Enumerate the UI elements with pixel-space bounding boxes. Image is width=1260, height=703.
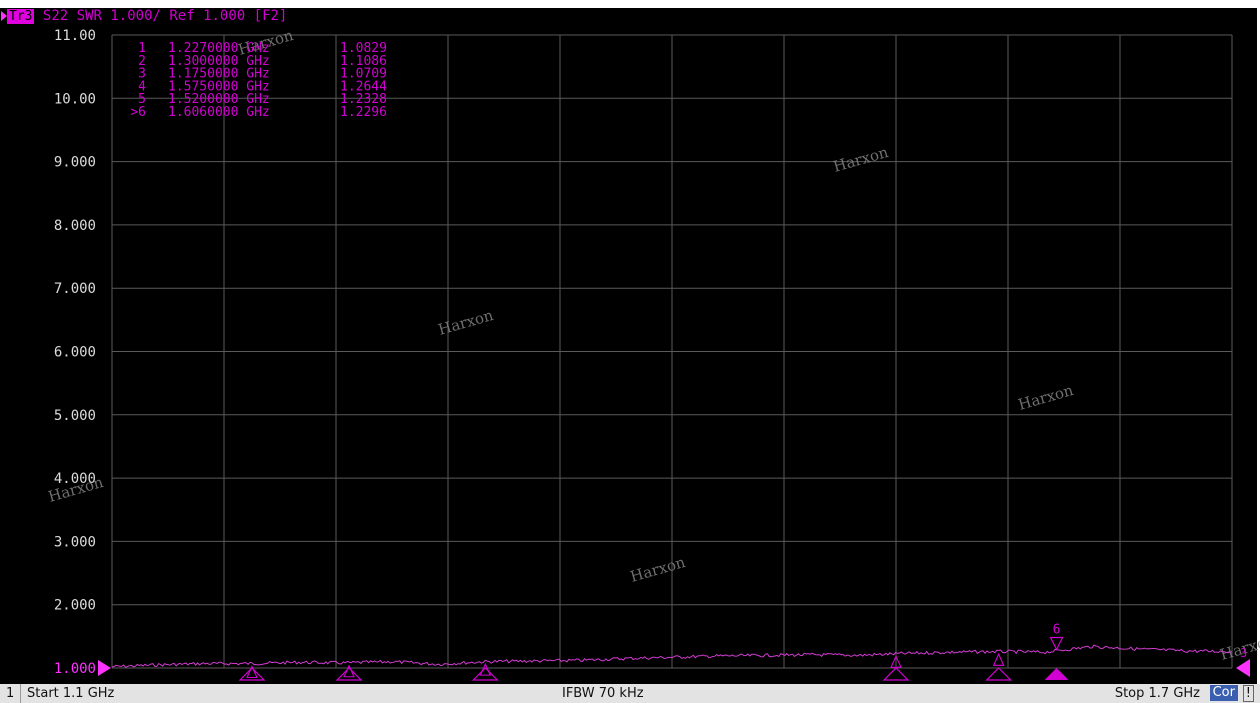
marker-table-frequency: 1.3000000 GHz bbox=[168, 54, 270, 69]
channel-number[interactable]: 1 bbox=[6, 686, 15, 701]
watermark-text: Harxon bbox=[1016, 381, 1075, 414]
markers[interactable]: 6 bbox=[238, 622, 1069, 681]
marker-table-id: >6 bbox=[130, 105, 146, 120]
y-tick-label: 5.000 bbox=[54, 408, 96, 424]
marker-table-value: 1.2644 bbox=[340, 79, 387, 94]
grid bbox=[111, 34, 1233, 669]
y-tick-label: 7.000 bbox=[54, 281, 96, 297]
swr-chart[interactable]: 11.00 10.00 9.000 8.000 7.000 6.000 5.000 4.000… bbox=[0, 0, 1260, 684]
correction-badge[interactable]: Cor bbox=[1209, 685, 1238, 701]
marker-table-frequency: 1.5750000 GHz bbox=[168, 79, 270, 94]
y-tick-label: 11.00 bbox=[54, 28, 96, 44]
watermark-text: Harxon bbox=[628, 553, 687, 586]
window-top-edge bbox=[0, 0, 1260, 8]
marker-table-id: 4 bbox=[138, 79, 146, 94]
active-trace-arrow-icon bbox=[1, 11, 7, 21]
marker-table-value: 1.0709 bbox=[340, 67, 387, 82]
marker-position-indicator-active bbox=[1044, 668, 1069, 680]
marker-table-id: 1 bbox=[138, 41, 146, 56]
stop-frequency[interactable]: Stop 1.7 GHz bbox=[1114, 686, 1200, 701]
status-bar: 1 Start 1.1 GHz IFBW 70 kHz Stop 1.7 GHz… bbox=[0, 684, 1260, 703]
marker-table-value: 1.2296 bbox=[340, 105, 387, 120]
marker-position-indicator bbox=[471, 667, 499, 681]
y-tick-label: 1.000 bbox=[54, 661, 96, 677]
marker-table-value: 1.1086 bbox=[340, 54, 387, 69]
marker-table-frequency: 1.1750000 GHz bbox=[168, 67, 270, 82]
marker-flag bbox=[479, 662, 492, 676]
y-tick-label: 6.000 bbox=[54, 345, 96, 361]
ifbw-value[interactable]: IFBW 70 kHz bbox=[562, 686, 644, 701]
trace-id-badge[interactable]: Tr3 bbox=[7, 9, 35, 24]
window-right-edge bbox=[1257, 0, 1260, 703]
channel-trace-label: 3 bbox=[1240, 646, 1247, 660]
marker-table-frequency: 1.2270000 GHz bbox=[168, 41, 270, 56]
marker-table-id: 3 bbox=[138, 67, 146, 82]
marker-table-value: 1.0829 bbox=[340, 41, 387, 56]
marker-position-indicator bbox=[985, 667, 1013, 681]
marker-table-id: 5 bbox=[138, 92, 146, 107]
marker-flag bbox=[246, 665, 258, 679]
y-tick-labels: 11.00 10.00 9.000 8.000 7.000 6.000 5.000 4.000… bbox=[54, 28, 96, 677]
trace-parameters: S22 SWR 1.000/ Ref 1.000 [F2] bbox=[42, 8, 288, 24]
reference-level-left-arrow-icon bbox=[98, 660, 111, 676]
marker-table-id: 2 bbox=[138, 54, 146, 69]
trace-line bbox=[111, 644, 1233, 669]
y-tick-label: 8.000 bbox=[54, 218, 96, 234]
marker-position-indicator bbox=[882, 667, 910, 681]
marker-position-indicator bbox=[335, 667, 363, 681]
status-warning-flag: ! bbox=[1242, 685, 1254, 702]
marker-table-frequency: 1.5200000 GHz bbox=[168, 92, 270, 107]
marker-position-indicator bbox=[238, 667, 266, 681]
reference-level-right-arrow-icon bbox=[1236, 659, 1250, 677]
marker-table: 1 1.2270000 GHz 1.0829 2 1.3000000 GHz 1.1086… bbox=[130, 41, 387, 120]
marker-table-frequency: 1.6060000 GHz bbox=[168, 105, 270, 120]
trace-layer bbox=[111, 644, 1233, 669]
watermark-text: Harxon bbox=[436, 306, 495, 339]
marker-number-label: 6 bbox=[1053, 622, 1061, 637]
y-tick-label: 9.000 bbox=[54, 155, 96, 171]
start-frequency[interactable]: Start 1.1 GHz bbox=[27, 686, 115, 701]
y-tick-label: 2.000 bbox=[54, 598, 96, 614]
watermark-text: Harxon bbox=[831, 143, 890, 176]
reference-indicators: 3 bbox=[98, 646, 1250, 677]
watermarks: HarxonHarxonHarxonHarxonHarxonHarxonHarx… bbox=[46, 26, 1260, 664]
y-tick-label: 4.000 bbox=[54, 471, 96, 487]
trace-header[interactable]: Tr3 S22 SWR 1.000/ Ref 1.000 [F2] bbox=[0, 8, 1256, 25]
y-tick-label: 10.00 bbox=[54, 91, 96, 107]
status-divider bbox=[20, 684, 21, 703]
marker-flag bbox=[992, 652, 1005, 666]
marker-flag-active bbox=[1049, 636, 1064, 651]
marker-table-value: 1.2328 bbox=[340, 92, 387, 107]
y-tick-label: 3.000 bbox=[54, 534, 96, 550]
